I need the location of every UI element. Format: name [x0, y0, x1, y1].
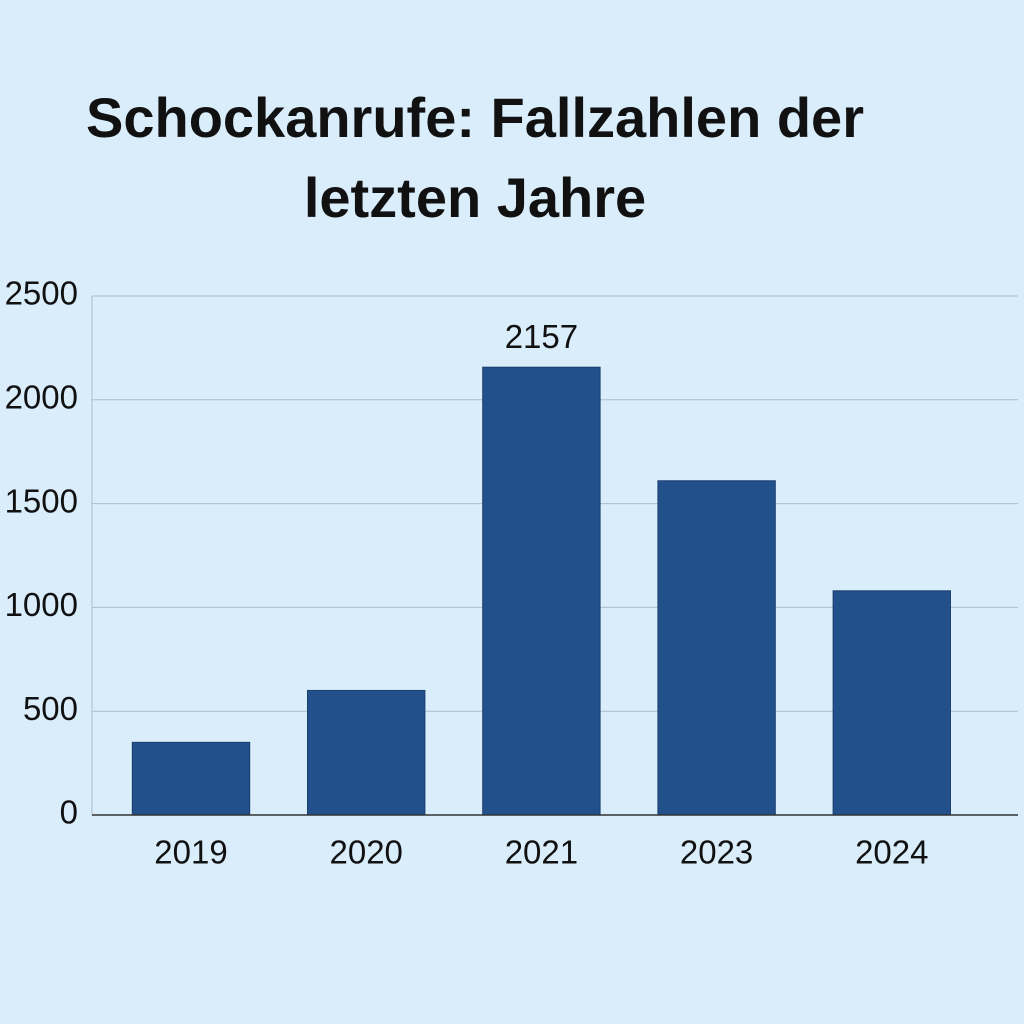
- bar: [657, 480, 776, 816]
- bar: [832, 590, 951, 816]
- x-tick-label: 2023: [680, 834, 753, 871]
- data-label: 2157: [505, 318, 578, 355]
- y-tick-label: 500: [23, 690, 78, 727]
- y-tick-label: 1500: [5, 482, 78, 519]
- chart-title: Schockanrufe: Fallzahlen der letzten Jah…: [86, 86, 864, 229]
- x-tick-label: 2020: [329, 834, 402, 871]
- x-tick-label: 2021: [505, 834, 578, 871]
- x-tick-label: 2024: [855, 834, 928, 871]
- bar: [131, 741, 251, 816]
- bar: [482, 366, 601, 816]
- y-tick-label: 1000: [5, 586, 78, 623]
- x-tick-label: 2019: [154, 834, 227, 871]
- y-tick-label: 2000: [5, 379, 78, 416]
- y-tick-label: 2500: [5, 275, 78, 312]
- y-tick-label: 0: [60, 794, 78, 831]
- bar: [307, 689, 426, 816]
